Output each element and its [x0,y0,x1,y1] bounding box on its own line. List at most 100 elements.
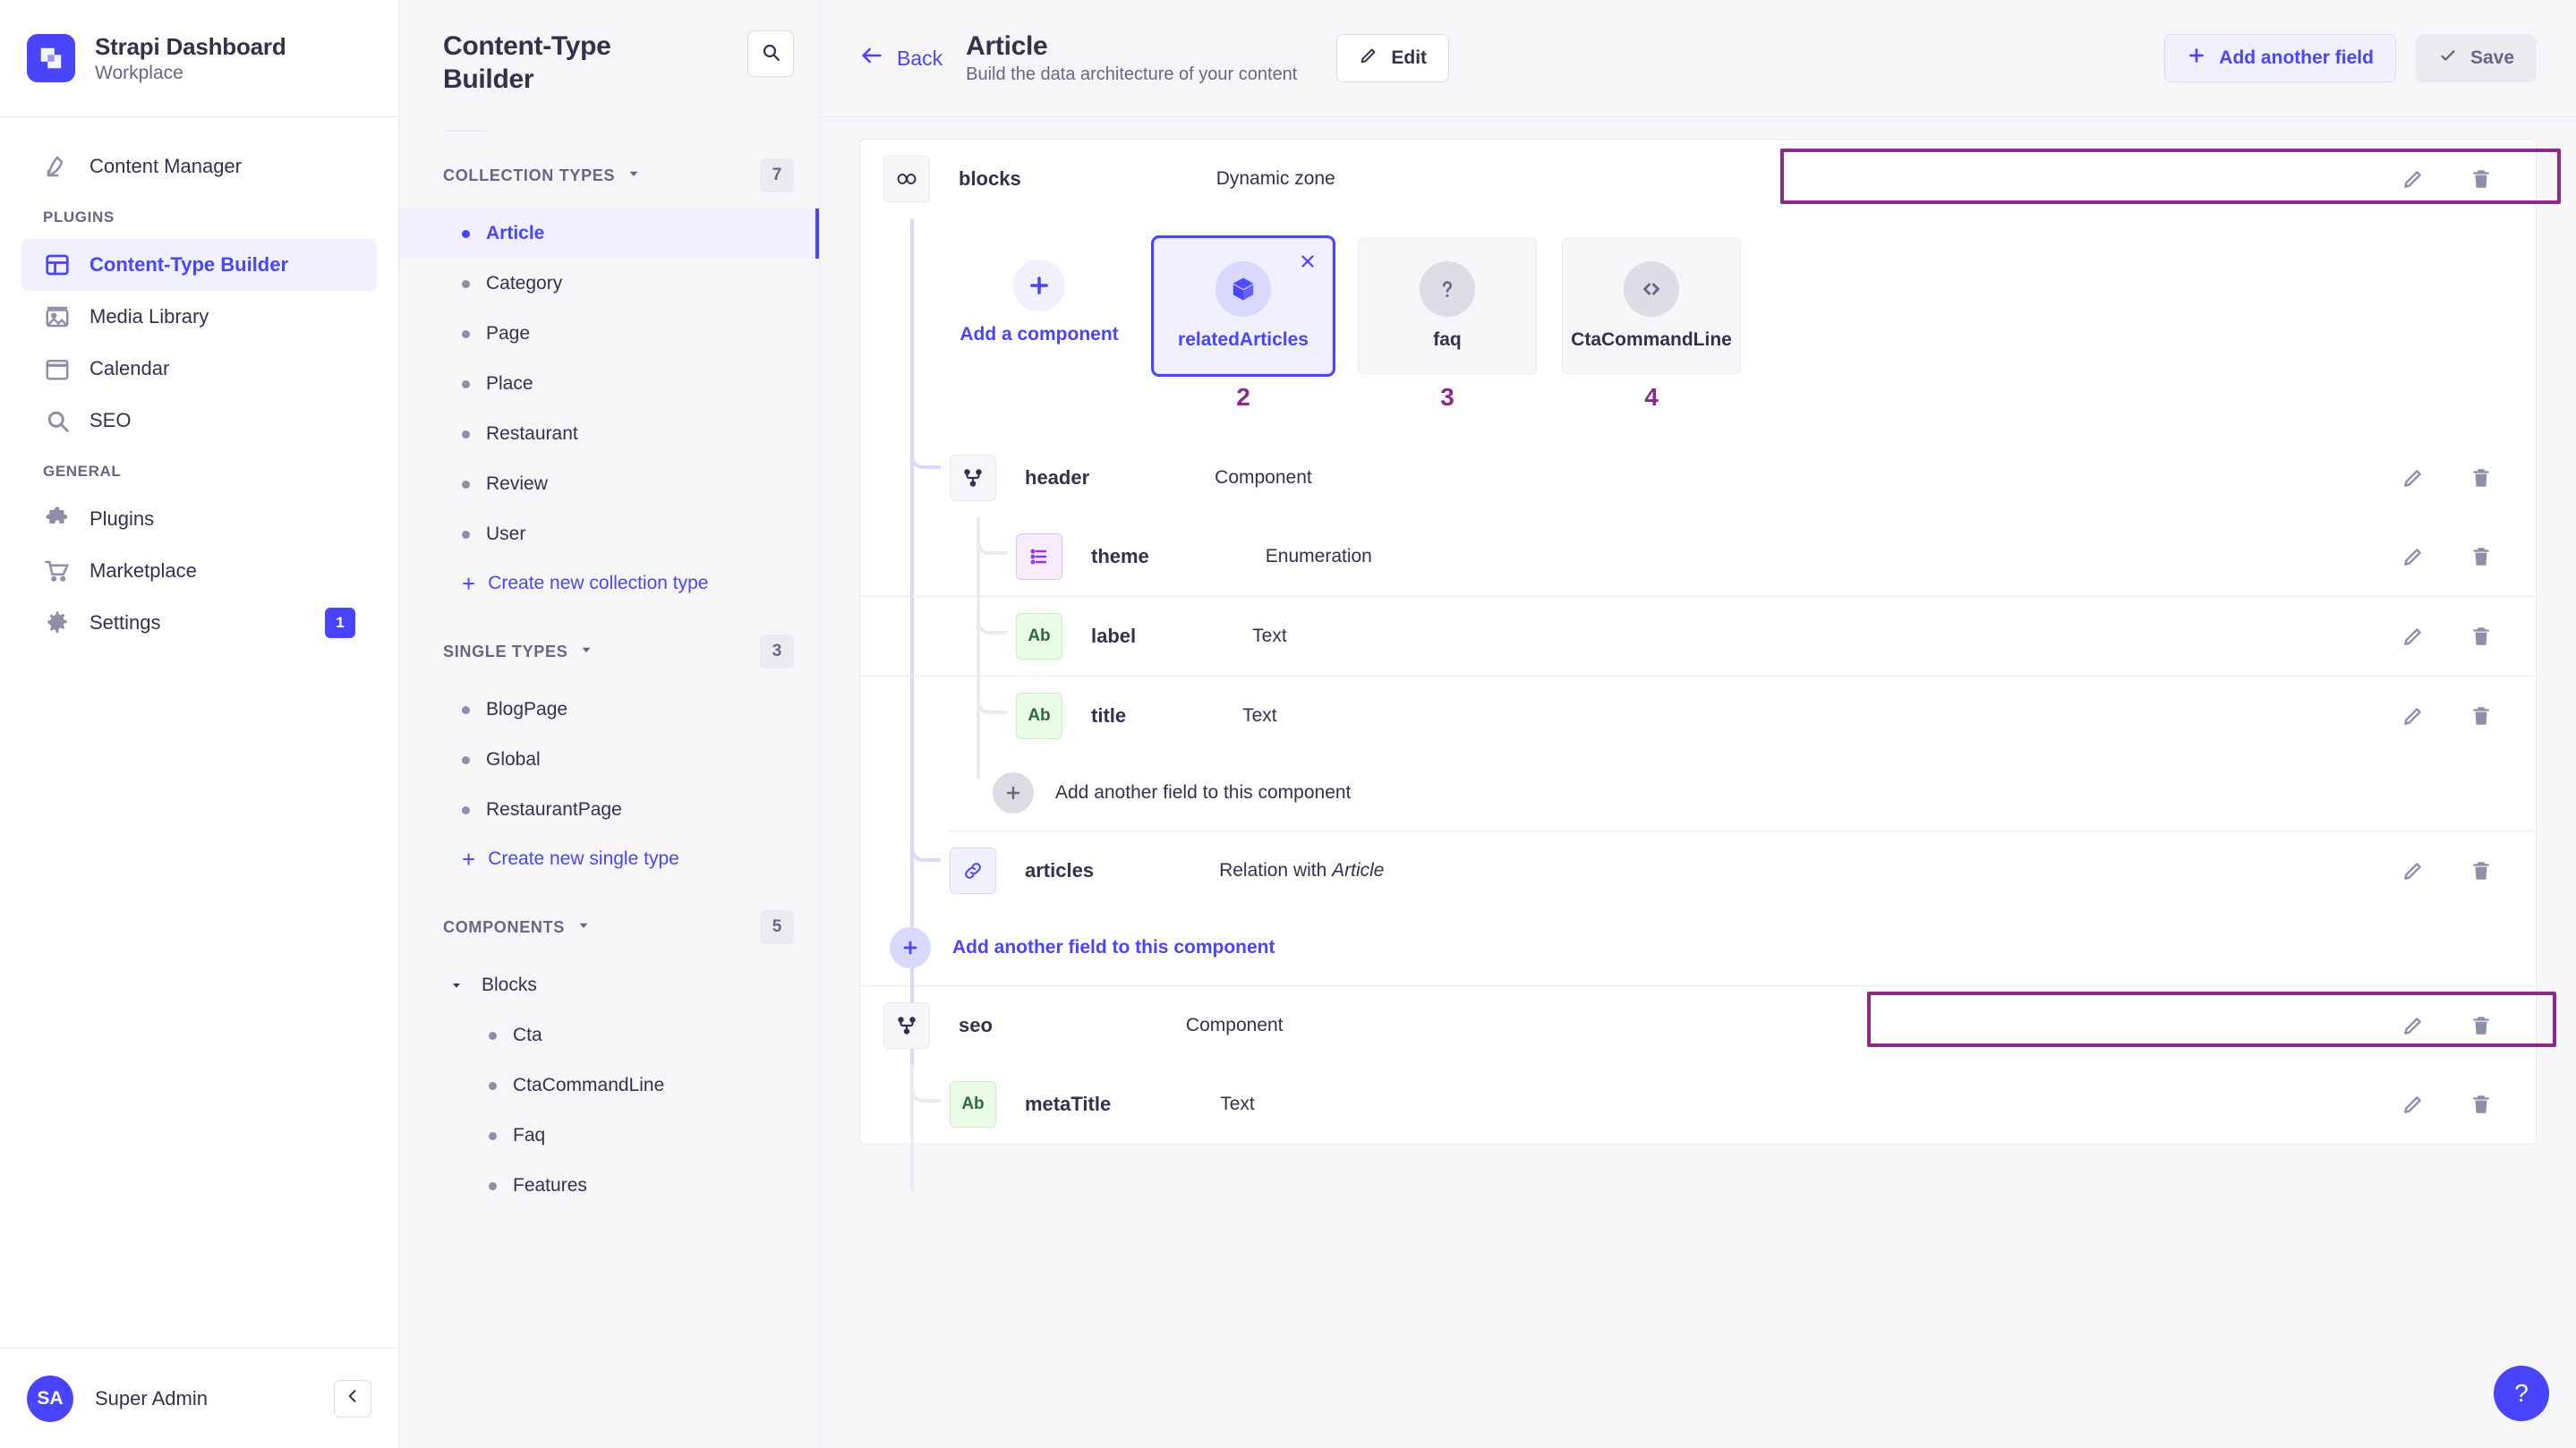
image-icon [43,302,72,331]
sidebar-item-label: SEO [90,409,132,431]
sidebar-item-plugins[interactable]: Plugins [21,493,377,545]
ctb-item-blogpage[interactable]: BlogPage [399,685,819,735]
back-button[interactable]: Back [859,43,943,73]
plus-icon [993,772,1034,813]
pencil-icon[interactable] [2400,464,2427,491]
ctb-item-label: Review [486,473,548,495]
collection-types-group-header[interactable]: COLLECTION TYPES 7 [399,132,819,209]
create-collection-type-label: Create new collection type [488,573,709,594]
field-type: Enumeration [1265,546,1372,566]
collection-types-count: 7 [760,158,794,193]
pencil-icon[interactable] [2400,703,2427,729]
component-chip-relatedarticles-wrap: relatedArticles 2 [1151,235,1335,412]
row-actions [2400,857,2536,884]
page-title-block: Article Build the data architecture of y… [966,31,1297,85]
field-row-label[interactable]: Ab label Text [860,596,2536,676]
pencil-icon[interactable] [2400,166,2427,192]
nav-group-general: GENERAL [43,463,122,480]
component-chip-ctacommandline[interactable]: CtaCommandLine [1562,238,1741,374]
tree-elbow [977,691,1007,714]
sidebar-item-seo[interactable]: SEO [21,395,377,447]
field-type: Text [1242,705,1277,726]
pencil-icon[interactable] [2400,1012,2427,1039]
pencil-icon[interactable] [2400,623,2427,650]
component-chip-relatedarticles[interactable]: relatedArticles [1151,235,1335,377]
user-bar[interactable]: SA Super Admin [0,1348,398,1448]
ctb-item-category[interactable]: Category [399,259,819,309]
ctb-item-restaurant[interactable]: Restaurant [399,409,819,459]
row-actions [2400,464,2536,491]
trash-icon[interactable] [2468,857,2495,884]
ctb-component-label: CtaCommandLine [513,1075,665,1096]
ctb-component-features[interactable]: Features [399,1161,819,1211]
text-badge-label: Ab [961,1095,985,1113]
trash-icon[interactable] [2468,1012,2495,1039]
create-new-collection-type-link[interactable]: + Create new collection type [399,559,819,608]
gear-icon [43,609,72,637]
add-another-field-to-component-blue[interactable]: Add another field to this component [860,910,2536,985]
divider [443,130,486,132]
ctb-item-page[interactable]: Page [399,309,819,359]
arrow-left-icon [859,43,884,73]
nav-list: Content Manager PLUGINS Content-Type Bui… [0,117,398,1348]
save-label: Save [2469,47,2514,68]
trash-icon[interactable] [2468,543,2495,570]
collapse-sidebar-button[interactable] [334,1379,371,1418]
bullet-icon [462,705,470,714]
trash-icon[interactable] [2468,1091,2495,1118]
component-chip-faq[interactable]: faq [1358,238,1537,374]
trash-icon[interactable] [2468,166,2495,192]
pencil-icon[interactable] [2400,1091,2427,1118]
trash-icon[interactable] [2468,464,2495,491]
field-row-header[interactable]: header Component [860,439,2536,517]
sidebar-item-calendar[interactable]: Calendar [21,343,377,395]
field-row-title[interactable]: Ab title Text [860,676,2536,755]
field-type: Component [1215,467,1312,488]
ctb-item-article[interactable]: Article [399,209,819,260]
ctb-item-restaurantpage[interactable]: RestaurantPage [399,785,819,835]
sidebar-item-media-library[interactable]: Media Library [21,291,377,343]
ctb-component-cta[interactable]: Cta [399,1010,819,1060]
search-icon [43,406,72,435]
sidebar-item-label: Calendar [90,357,170,379]
add-another-field-button[interactable]: Add another field [2164,34,2396,82]
ctb-component-faq[interactable]: Faq [399,1111,819,1161]
sidebar-item-content-type-builder[interactable]: Content-Type Builder [21,239,377,291]
create-new-single-type-link[interactable]: + Create new single type [399,835,819,883]
sidebar-item-content-manager[interactable]: Content Manager [21,141,377,192]
close-icon[interactable] [1298,251,1318,275]
plus-icon: + [462,846,476,873]
single-types-group-header[interactable]: SINGLE TYPES 3 [399,608,819,685]
sidebar-item-marketplace[interactable]: Marketplace [21,545,377,597]
pencil-icon[interactable] [2400,543,2427,570]
ctb-item-review[interactable]: Review [399,459,819,509]
ctb-item-label: User [486,524,526,545]
field-row-seo[interactable]: seo Component [860,986,2536,1065]
calendar-icon [43,354,72,383]
edit-button[interactable]: Edit [1336,34,1450,82]
ctb-item-user[interactable]: User [399,509,819,559]
field-row-theme[interactable]: theme Enumeration [860,517,2536,596]
field-row-blocks[interactable]: blocks Dynamic zone [860,140,2536,218]
trash-icon[interactable] [2468,703,2495,729]
search-button[interactable] [747,30,794,77]
ctb-component-ctacommandline[interactable]: CtaCommandLine [399,1060,819,1111]
puzzle-icon [43,505,72,533]
field-row-metatitle[interactable]: Ab metaTitle Text [860,1065,2536,1144]
brand-header[interactable]: Strapi Dashboard Workplace [0,0,398,117]
save-button[interactable]: Save [2415,34,2537,82]
components-group-header[interactable]: COMPONENTS 5 [399,883,819,960]
sidebar-item-settings[interactable]: Settings 1 [21,597,377,649]
ctb-item-global[interactable]: Global [399,735,819,785]
add-another-field-to-component-grey[interactable]: Add another field to this component [860,755,2536,830]
ctb-component-group-blocks[interactable]: Blocks [399,960,819,1010]
ctb-item-place[interactable]: Place [399,359,819,409]
ctb-component-label: Faq [513,1125,546,1146]
field-row-articles[interactable]: articles Relation with Article [860,831,2536,910]
help-button[interactable]: ? [2494,1366,2549,1421]
pencil-icon[interactable] [2400,857,2427,884]
add-another-field-label: Add another field [2219,47,2374,68]
trash-icon[interactable] [2468,623,2495,650]
add-field-label: Add another field to this component [952,937,1275,958]
add-a-component-button[interactable]: Add a component [950,238,1129,345]
